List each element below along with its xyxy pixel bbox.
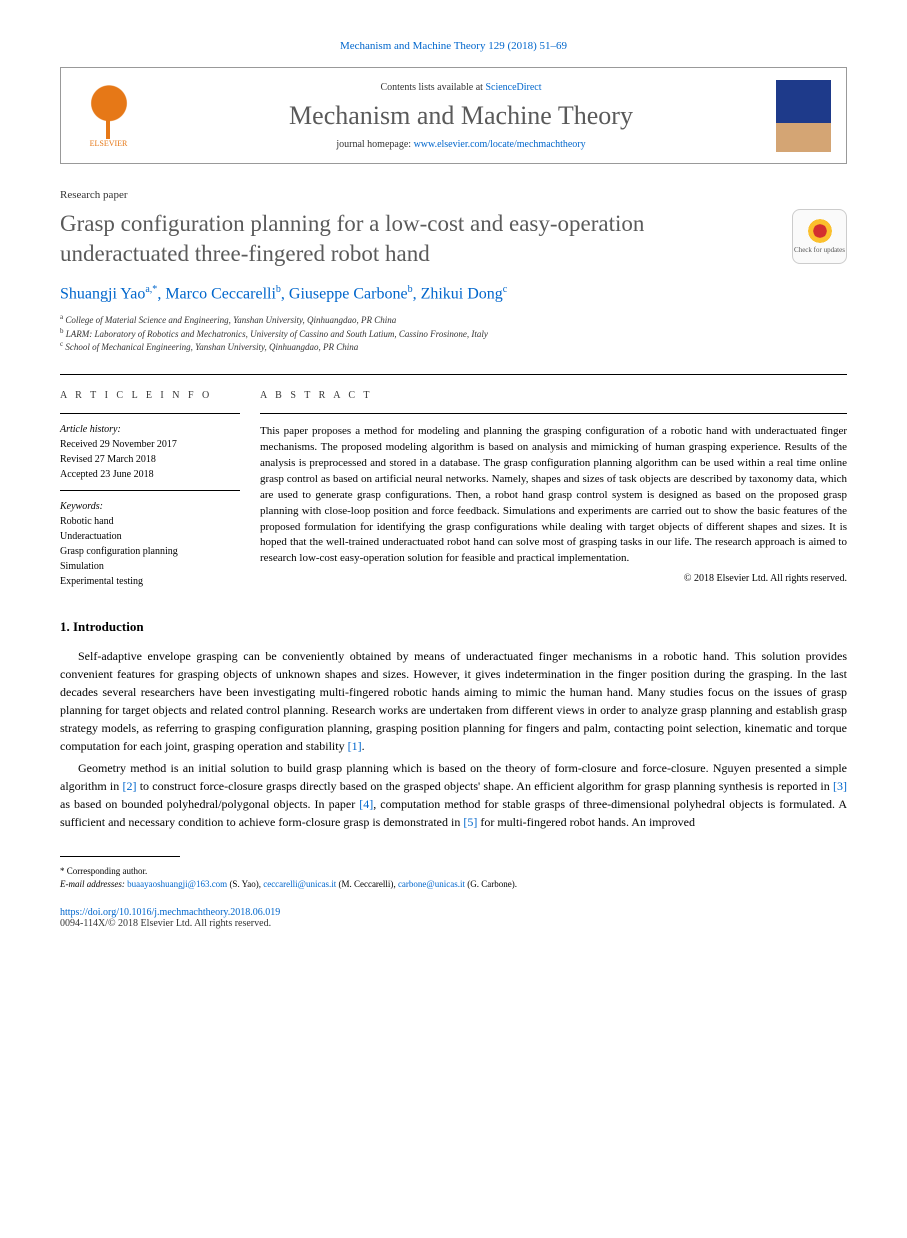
author-name: Marco Ceccarelli [165,285,276,302]
doi-row: https://doi.org/10.1016/j.mechmachtheory… [60,907,847,918]
check-updates-icon [808,219,832,243]
text: to construct force-closure grasps direct… [136,779,833,793]
keyword: Experimental testing [60,574,240,589]
section-heading-intro: 1. Introduction [60,619,847,635]
affiliation: a College of Material Science and Engine… [60,313,847,327]
ref-link-3[interactable]: [3] [833,779,847,793]
affiliation: c School of Mechanical Engineering, Yans… [60,340,847,354]
email-who: (M. Ceccarelli) [338,879,393,889]
text: as based on bounded polyhedral/polygonal… [60,797,359,811]
keyword: Underactuation [60,529,240,544]
email-addresses: E-mail addresses: buaayaoshuangji@163.co… [60,878,847,892]
divider [60,413,240,414]
contents-prefix: Contents lists available at [380,82,485,93]
ref-link-1[interactable]: [1] [348,739,362,753]
abstract-copyright: © 2018 Elsevier Ltd. All rights reserved… [260,573,847,584]
keyword: Robotic hand [60,514,240,529]
check-updates-badge[interactable]: Check for updates [792,209,847,264]
rights-line: 0094-114X/© 2018 Elsevier Ltd. All right… [60,918,847,929]
journal-header: ELSEVIER Contents lists available at Sci… [60,67,847,164]
keywords-list: Robotic handUnderactuationGrasp configur… [60,514,240,589]
contents-list-text: Contents lists available at ScienceDirec… [156,82,766,93]
journal-reference: Mechanism and Machine Theory 129 (2018) … [60,40,847,52]
title-row: Grasp configuration planning for a low-c… [60,209,847,269]
history-label: Article history: [60,422,240,437]
author-sup: a,* [145,284,157,295]
received-date: Received 29 November 2017 [60,437,240,452]
elsevier-logo: ELSEVIER [76,78,141,153]
journal-title: Mechanism and Machine Theory [156,101,766,131]
keyword: Grasp configuration planning [60,544,240,559]
homepage-link[interactable]: www.elsevier.com/locate/mechmachtheory [414,139,586,150]
email-link[interactable]: ceccarelli@unicas.it [263,879,336,889]
text: Self-adaptive envelope grasping can be c… [60,649,847,753]
article-info-heading: A R T I C L E I N F O [60,390,240,401]
accepted-date: Accepted 23 June 2018 [60,467,240,482]
abstract: A B S T R A C T This paper proposes a me… [260,390,847,589]
header-center: Contents lists available at ScienceDirec… [156,82,766,150]
journal-cover-thumbnail [776,80,831,152]
author-name: Giuseppe Carbone [289,285,408,302]
affiliation: b LARM: Laboratory of Robotics and Mecha… [60,327,847,341]
doi-link[interactable]: https://doi.org/10.1016/j.mechmachtheory… [60,907,280,918]
author-sup: b [408,284,413,295]
corresponding-author: * Corresponding author. [60,865,847,879]
info-abstract-row: A R T I C L E I N F O Article history: R… [60,374,847,589]
author-sup: c [503,284,507,295]
keywords-label: Keywords: [60,499,240,514]
homepage-text: journal homepage: www.elsevier.com/locat… [156,139,766,150]
revised-date: Revised 27 March 2018 [60,452,240,467]
ref-link-4[interactable]: [4] [359,797,373,811]
author-sup: b [276,284,281,295]
text: . [362,739,365,753]
abstract-heading: A B S T R A C T [260,390,847,401]
affiliations: a College of Material Science and Engine… [60,313,847,354]
homepage-prefix: journal homepage: [336,139,413,150]
footer-separator [60,856,180,857]
author-name: Shuangji Yao [60,285,145,302]
footer: * Corresponding author. E-mail addresses… [60,865,847,892]
check-updates-label: Check for updates [794,246,845,254]
divider [60,490,240,491]
elsevier-tree-icon [84,84,134,139]
paper-title: Grasp configuration planning for a low-c… [60,209,772,269]
paper-type: Research paper [60,189,847,201]
text: for multi-fingered robot hands. An impro… [477,815,695,829]
ref-link-2[interactable]: [2] [122,779,136,793]
authors-line: Shuangji Yaoa,*, Marco Ceccarellib, Gius… [60,284,847,303]
email-who: (G. Carbone) [467,879,514,889]
article-info: A R T I C L E I N F O Article history: R… [60,390,260,589]
email-who: (S. Yao) [229,879,258,889]
keyword: Simulation [60,559,240,574]
email-label: E-mail addresses: [60,879,127,889]
email-link[interactable]: buaayaoshuangji@163.com [127,879,227,889]
ref-link-5[interactable]: [5] [463,815,477,829]
sciencedirect-link[interactable]: ScienceDirect [485,82,541,93]
abstract-text: This paper proposes a method for modelin… [260,424,847,567]
divider [260,413,847,414]
intro-paragraph-1: Self-adaptive envelope grasping can be c… [60,647,847,755]
email-link[interactable]: carbone@unicas.it [398,879,465,889]
intro-paragraph-2: Geometry method is an initial solution t… [60,759,847,831]
elsevier-label: ELSEVIER [90,139,128,148]
author-name: Zhikui Dong [421,285,503,302]
